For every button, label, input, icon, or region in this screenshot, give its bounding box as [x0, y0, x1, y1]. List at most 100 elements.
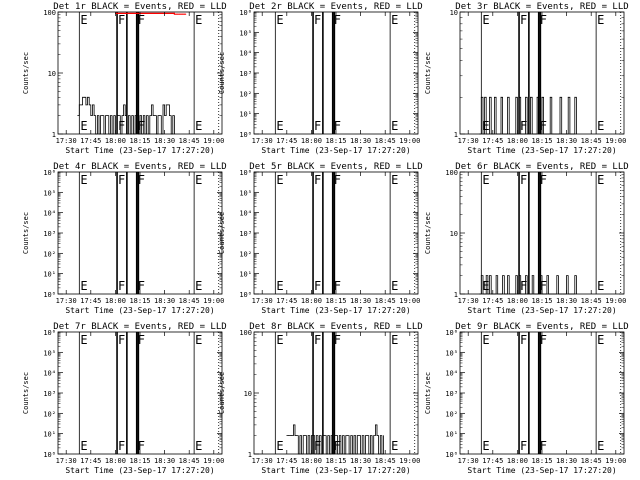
y-tick-label: 10² — [445, 410, 458, 418]
plot-frame — [459, 331, 625, 455]
data-point — [83, 96, 85, 98]
data-point — [87, 96, 88, 98]
y-tick-label: 10⁵ — [445, 349, 458, 357]
data-point — [484, 96, 485, 98]
event-marker-label: E — [597, 119, 604, 133]
data-point — [101, 115, 103, 116]
data-point — [361, 435, 363, 436]
data-point — [105, 115, 106, 116]
y-axis-label: Counts/sec — [424, 372, 432, 414]
event-marker-label: E — [80, 333, 87, 347]
x-tick-label: 17:30 — [252, 137, 273, 145]
series-line-events — [479, 275, 577, 295]
data-point — [302, 435, 304, 436]
data-point — [373, 435, 375, 436]
data-point — [180, 13, 182, 15]
y-tick-label: 10³ — [239, 230, 252, 238]
data-point — [370, 435, 371, 436]
data-point — [312, 435, 314, 436]
data-point — [347, 435, 348, 436]
y-tick-label: 10⁵ — [239, 189, 252, 197]
x-axis-label: Start Time (23-Sep-17 17:27:20) — [261, 306, 410, 315]
x-axis-label: Start Time (23-Sep-17 17:27:20) — [65, 146, 214, 155]
y-tick-label: 10⁵ — [43, 189, 56, 197]
y-axis-label: Counts/sec — [218, 212, 226, 254]
data-point — [289, 435, 291, 436]
x-tick-label: 17:30 — [252, 457, 273, 465]
x-tick-label: 17:45 — [276, 137, 297, 145]
event-marker-label: E — [276, 439, 283, 453]
x-tick-label: 18:15 — [129, 137, 150, 145]
data-point — [182, 13, 184, 15]
x-tick-label: 17:45 — [482, 137, 503, 145]
x-tick-label: 18:15 — [129, 457, 150, 465]
data-point — [177, 13, 179, 15]
data-point — [92, 104, 93, 106]
event-marker-label: F — [138, 173, 145, 187]
data-point — [559, 96, 561, 98]
event-marker-label: E — [597, 173, 604, 187]
event-marker-label: F — [118, 333, 125, 347]
data-point — [334, 435, 335, 436]
event-marker-label: F — [520, 333, 527, 347]
y-axis-label: Counts/sec — [218, 52, 226, 94]
x-axis-label: Start Time (23-Sep-17 17:27:20) — [467, 466, 616, 475]
x-tick-label: 18:30 — [154, 297, 175, 305]
x-tick-label: 17:30 — [56, 297, 77, 305]
event-marker-label: F — [138, 13, 145, 27]
y-tick-label: 10⁶ — [239, 169, 252, 177]
data-point — [315, 435, 317, 436]
data-point — [536, 96, 538, 98]
event-marker-label: F — [540, 439, 547, 453]
x-tick-label: 17:30 — [252, 297, 273, 305]
data-point — [128, 115, 129, 116]
event-marker-label: F — [314, 119, 321, 133]
data-point — [149, 115, 151, 116]
event-marker-label: F — [540, 173, 547, 187]
y-tick-label: 10⁶ — [43, 169, 56, 177]
data-point — [85, 104, 87, 106]
data-point — [93, 115, 95, 116]
x-tick-label: 19:00 — [203, 457, 224, 465]
y-tick-label: 10⁰ — [239, 291, 252, 299]
series-line-events — [479, 96, 577, 135]
data-point — [567, 96, 569, 98]
data-point — [185, 13, 187, 15]
x-tick-label: 18:30 — [556, 297, 577, 305]
x-tick-label: 19:00 — [399, 137, 420, 145]
data-point — [134, 115, 136, 116]
data-point — [175, 13, 177, 15]
x-tick-label: 18:45 — [375, 457, 396, 465]
x-axis-label: Start Time (23-Sep-17 17:27:20) — [467, 306, 616, 315]
x-tick-label: 17:30 — [458, 137, 479, 145]
data-point — [162, 104, 164, 106]
x-tick-label: 18:30 — [556, 457, 577, 465]
event-marker-label: F — [314, 13, 321, 27]
panel-title: Det 5r BLACK = Events, RED = LLD — [249, 162, 422, 172]
data-point — [146, 115, 148, 116]
event-marker-label: E — [482, 333, 489, 347]
event-marker-label: F — [138, 279, 145, 293]
detector-panel-7: Det 7r BLACK = Events, RED = LLD Counts/s… — [22, 322, 227, 475]
data-point — [342, 435, 343, 436]
data-point — [118, 13, 120, 14]
x-tick-label: 18:45 — [179, 297, 200, 305]
data-point — [525, 96, 526, 98]
y-tick-label: 1 — [248, 451, 252, 459]
event-marker-label: E — [80, 173, 87, 187]
data-point — [319, 435, 320, 436]
x-axis-label: Start Time (23-Sep-17 17:27:20) — [65, 466, 214, 475]
x-tick-label: 18:30 — [350, 457, 371, 465]
data-point — [164, 115, 166, 116]
data-point — [136, 115, 138, 116]
event-marker-label: E — [391, 13, 398, 27]
plot-frame — [57, 171, 223, 295]
data-point — [179, 13, 180, 15]
data-point — [531, 275, 533, 276]
event-marker-label: E — [482, 173, 489, 187]
y-tick-label: 10¹ — [43, 271, 56, 279]
data-point — [379, 435, 381, 436]
data-point — [286, 435, 288, 436]
y-axis-label: Counts/sec — [218, 372, 226, 414]
